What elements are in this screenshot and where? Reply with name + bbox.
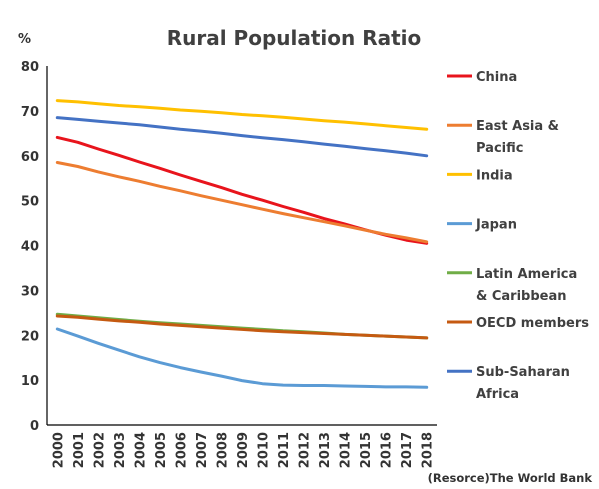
x-tick-label: 2002 <box>92 432 107 468</box>
source-note: (Resorce)The World Bank <box>428 471 593 485</box>
series-lines <box>55 99 429 389</box>
x-tick-label: 2014 <box>339 432 354 468</box>
series-line-0 <box>55 135 429 245</box>
x-tick-label: 2004 <box>133 432 148 468</box>
y-tick-label: 40 <box>21 240 39 255</box>
x-tick-label: 2008 <box>215 432 230 468</box>
legend-entry-label: China <box>476 70 517 85</box>
series-line-2 <box>55 99 429 131</box>
x-tick-label: 2011 <box>277 432 292 468</box>
x-tick-label: 2003 <box>113 432 128 468</box>
x-tick-label: 2017 <box>400 432 415 468</box>
y-axis: 0 10 20 30 40 50 60 70 80 <box>21 60 48 434</box>
legend-entry-label: India <box>476 168 513 183</box>
x-tick-label: 2006 <box>174 432 189 468</box>
legend-entry-label: OECD members <box>476 316 589 331</box>
y-tick-label: 80 <box>21 60 39 75</box>
x-tick-label: 2013 <box>318 432 333 468</box>
legend-entry-label: & Caribbean <box>476 289 567 304</box>
x-tick-label: 2001 <box>72 432 87 468</box>
x-axis: 2000 2001 2002 2003 2004 2005 2006 2007 2008 2009… <box>47 424 437 468</box>
series-line-1 <box>55 161 429 244</box>
y-tick-label: 20 <box>21 329 39 344</box>
x-tick-label: 2000 <box>51 432 66 468</box>
x-tick-label: 2007 <box>195 432 210 468</box>
x-tick-label: 2015 <box>359 432 374 468</box>
y-tick-label: 0 <box>30 419 39 434</box>
legend-entry-label: Sub-Saharan <box>476 365 570 380</box>
series-line-3 <box>55 327 429 389</box>
legend-entry-label: Africa <box>476 387 519 402</box>
y-tick-label: 10 <box>21 374 39 389</box>
legend-entry-label: East Asia & <box>476 119 559 134</box>
chart-title: Rural Population Ratio <box>167 26 422 50</box>
x-tick-label: 2010 <box>257 432 272 468</box>
y-axis-unit-label: % <box>18 32 31 47</box>
legend: China East Asia & Pacific India Japan Latin A… <box>447 70 589 402</box>
legend-entry-label: Latin America <box>476 267 577 282</box>
series-line-6 <box>55 116 429 158</box>
series-line-5 <box>55 314 429 340</box>
x-tick-label: 2005 <box>154 432 169 468</box>
x-tick-label: 2016 <box>380 432 395 468</box>
y-tick-label: 60 <box>21 150 39 165</box>
y-tick-label: 50 <box>21 195 39 210</box>
x-tick-label: 2018 <box>421 432 436 468</box>
x-tick-label: 2009 <box>236 432 251 468</box>
legend-entry-label: Pacific <box>476 141 523 156</box>
y-tick-label: 30 <box>21 284 39 299</box>
y-tick-label: 70 <box>21 105 39 120</box>
legend-entry-label: Japan <box>475 218 517 233</box>
x-tick-label: 2012 <box>298 432 313 468</box>
